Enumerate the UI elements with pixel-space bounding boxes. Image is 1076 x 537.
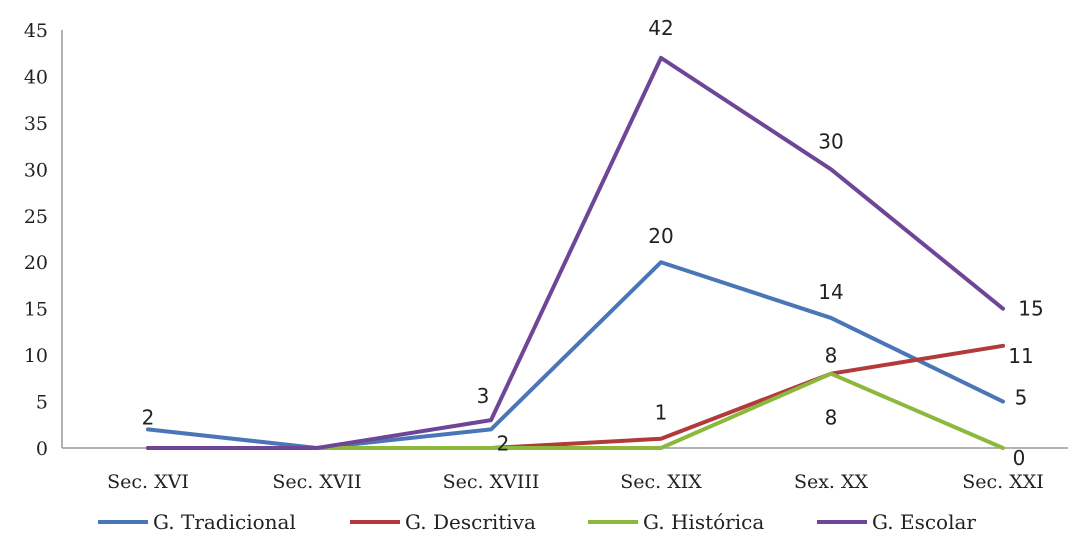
x-tick-label: Sec. XIX (620, 471, 702, 493)
y-tick-label: 15 (24, 299, 48, 321)
legend-label: G. Descritiva (405, 510, 536, 534)
data-label: 3 (477, 384, 490, 408)
data-label: 2 (497, 431, 510, 455)
data-label: 30 (818, 129, 843, 153)
y-tick-label: 30 (24, 159, 48, 181)
x-tick-label: Sec. XVII (272, 471, 361, 493)
series-line-1 (146, 343, 1005, 450)
legend: G. Tradicional G. Descritiva G. Histórica G… (98, 510, 976, 534)
legend-item: G. Histórica (588, 510, 764, 534)
y-tick-label: 0 (36, 438, 48, 460)
data-label: 1 (655, 401, 668, 425)
y-tick-label: 40 (24, 66, 48, 88)
y-tick-label: 5 (36, 392, 48, 414)
y-tick-label: 45 (24, 20, 48, 42)
y-axis-ticks: 0 5 10 15 20 25 30 35 40 45 (24, 20, 48, 460)
data-label: 11 (1008, 344, 1033, 368)
data-label: 8 (825, 406, 838, 430)
data-label: 2 (142, 405, 155, 429)
series-line-3 (146, 55, 1005, 450)
series-line-0 (146, 260, 1005, 450)
data-label: 0 (1013, 446, 1026, 470)
data-label: 5 (1015, 386, 1028, 410)
y-tick-label: 10 (24, 345, 48, 367)
x-tick-label: Sex. XX (794, 471, 869, 493)
legend-item: G. Escolar (817, 510, 976, 534)
legend-item: G. Tradicional (98, 510, 296, 534)
y-tick-label: 25 (24, 206, 48, 228)
legend-item: G. Descritiva (350, 510, 536, 534)
x-axis-ticks: Sec. XVI Sec. XVII Sec. XVIII Sec. XIX Sex. … (107, 471, 1044, 493)
data-label: 42 (648, 16, 673, 40)
data-label: 14 (818, 280, 843, 304)
data-label: 20 (648, 224, 673, 248)
legend-label: G. Histórica (643, 510, 764, 534)
series-line-2 (146, 371, 1005, 450)
x-tick-label: Sec. XVI (107, 471, 189, 493)
legend-label: G. Tradicional (153, 510, 296, 534)
data-label: 8 (825, 344, 838, 368)
y-tick-label: 35 (24, 113, 48, 135)
x-tick-label: Sec. XXI (962, 471, 1044, 493)
series-lines (146, 55, 1005, 450)
y-tick-label: 20 (24, 252, 48, 274)
legend-label: G. Escolar (872, 510, 976, 534)
data-label: 15 (1018, 297, 1043, 321)
data-labels: 2 2 20 14 5 1 8 11 8 0 3 42 30 15 (142, 16, 1044, 470)
x-tick-label: Sec. XVIII (443, 471, 540, 493)
